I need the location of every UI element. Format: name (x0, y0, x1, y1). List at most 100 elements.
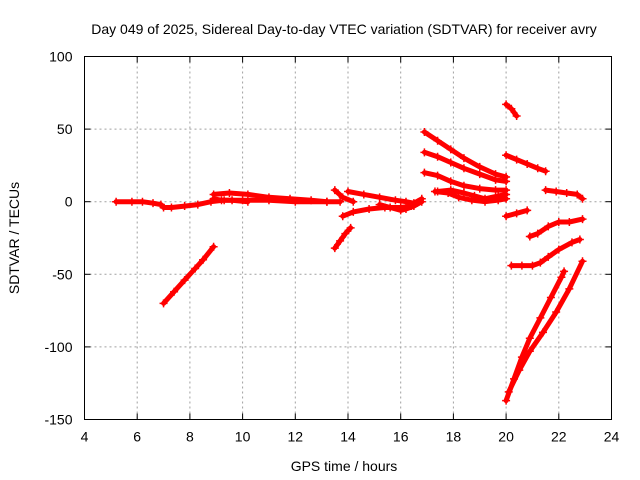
data-point (375, 200, 384, 209)
data-point (454, 193, 463, 202)
data-point (401, 197, 410, 206)
data-point (446, 186, 455, 195)
series-track (504, 257, 587, 396)
data-point (417, 197, 426, 206)
data-point (433, 171, 442, 180)
data-point (401, 204, 410, 213)
series-track (502, 100, 521, 121)
series-trace (161, 244, 217, 306)
data-point (209, 242, 218, 251)
data-point (433, 187, 442, 196)
data-point (557, 273, 566, 282)
data-point (575, 235, 584, 244)
series-trace (113, 197, 343, 210)
data-point (533, 164, 542, 173)
data-point (544, 222, 553, 231)
x-axis-title: GPS time / hours (291, 458, 398, 474)
data-point (459, 154, 468, 163)
data-point (359, 190, 368, 199)
data-point (217, 196, 226, 205)
data-point (544, 252, 553, 261)
data-point (446, 145, 455, 154)
y-axis-title: SDTVAR / TECUs (6, 182, 22, 294)
data-point (170, 287, 179, 296)
data-point (209, 194, 218, 203)
data-point (554, 218, 563, 227)
data-point (420, 168, 429, 177)
data-point (149, 199, 158, 208)
data-point (349, 197, 358, 206)
data-point (502, 190, 511, 199)
data-point (515, 366, 524, 375)
data-point (470, 191, 479, 200)
data-point (264, 193, 273, 202)
data-point (578, 215, 587, 224)
data-point (138, 197, 147, 206)
data-point (512, 155, 521, 164)
data-point (525, 334, 534, 343)
data-point (560, 267, 569, 276)
y-tick-label: 0 (65, 194, 73, 210)
data-point (243, 197, 252, 206)
x-tick-label: 16 (393, 429, 409, 445)
data-point (512, 112, 521, 121)
data-point (396, 206, 405, 215)
data-point (565, 284, 574, 293)
data-point (228, 196, 237, 205)
data-point (330, 244, 339, 253)
data-point (512, 209, 521, 218)
data-point (536, 313, 545, 322)
data-point (346, 223, 355, 232)
data-point (523, 159, 532, 168)
data-point (475, 162, 484, 171)
series-track (209, 194, 252, 206)
data-point (565, 218, 574, 227)
data-point (533, 229, 542, 238)
data-point (446, 158, 455, 167)
data-point (517, 261, 526, 270)
data-point (433, 136, 442, 145)
data-point (573, 190, 582, 199)
series-track (330, 186, 358, 206)
data-point (420, 128, 429, 137)
data-point (502, 177, 511, 186)
data-point (391, 196, 400, 205)
series-track (525, 215, 587, 241)
series-track (420, 168, 511, 195)
data-point (578, 194, 587, 203)
series-track (375, 197, 426, 215)
data-point (494, 191, 503, 200)
chart-title: Day 049 of 2025, Sidereal Day-to-day VTE… (91, 21, 597, 37)
data-point (433, 152, 442, 161)
data-point (459, 188, 468, 197)
data-point (567, 238, 576, 247)
data-point (528, 261, 537, 270)
x-tick-label: 4 (81, 429, 89, 445)
data-point (167, 203, 176, 212)
data-point (536, 258, 545, 267)
data-point (502, 396, 511, 405)
series-track (159, 242, 218, 308)
x-tick-label: 24 (604, 429, 620, 445)
y-tick-label: 50 (57, 121, 73, 137)
series-track (209, 188, 331, 206)
data-point (504, 387, 513, 396)
data-point (541, 186, 550, 195)
data-point (341, 229, 350, 238)
data-point (344, 187, 352, 196)
data-point (386, 203, 395, 212)
data-point (523, 206, 532, 215)
x-tick-label: 18 (446, 429, 462, 445)
data-point (243, 190, 252, 199)
x-tick-label: 14 (340, 429, 356, 445)
x-tick-label: 6 (133, 429, 141, 445)
data-point (180, 202, 189, 211)
data-series (112, 100, 587, 405)
data-point (159, 299, 168, 308)
data-point (459, 164, 468, 173)
data-point (491, 186, 500, 195)
series-track (330, 223, 355, 253)
plot-frame (84, 56, 612, 420)
data-point (507, 261, 516, 270)
series-track (502, 151, 550, 176)
